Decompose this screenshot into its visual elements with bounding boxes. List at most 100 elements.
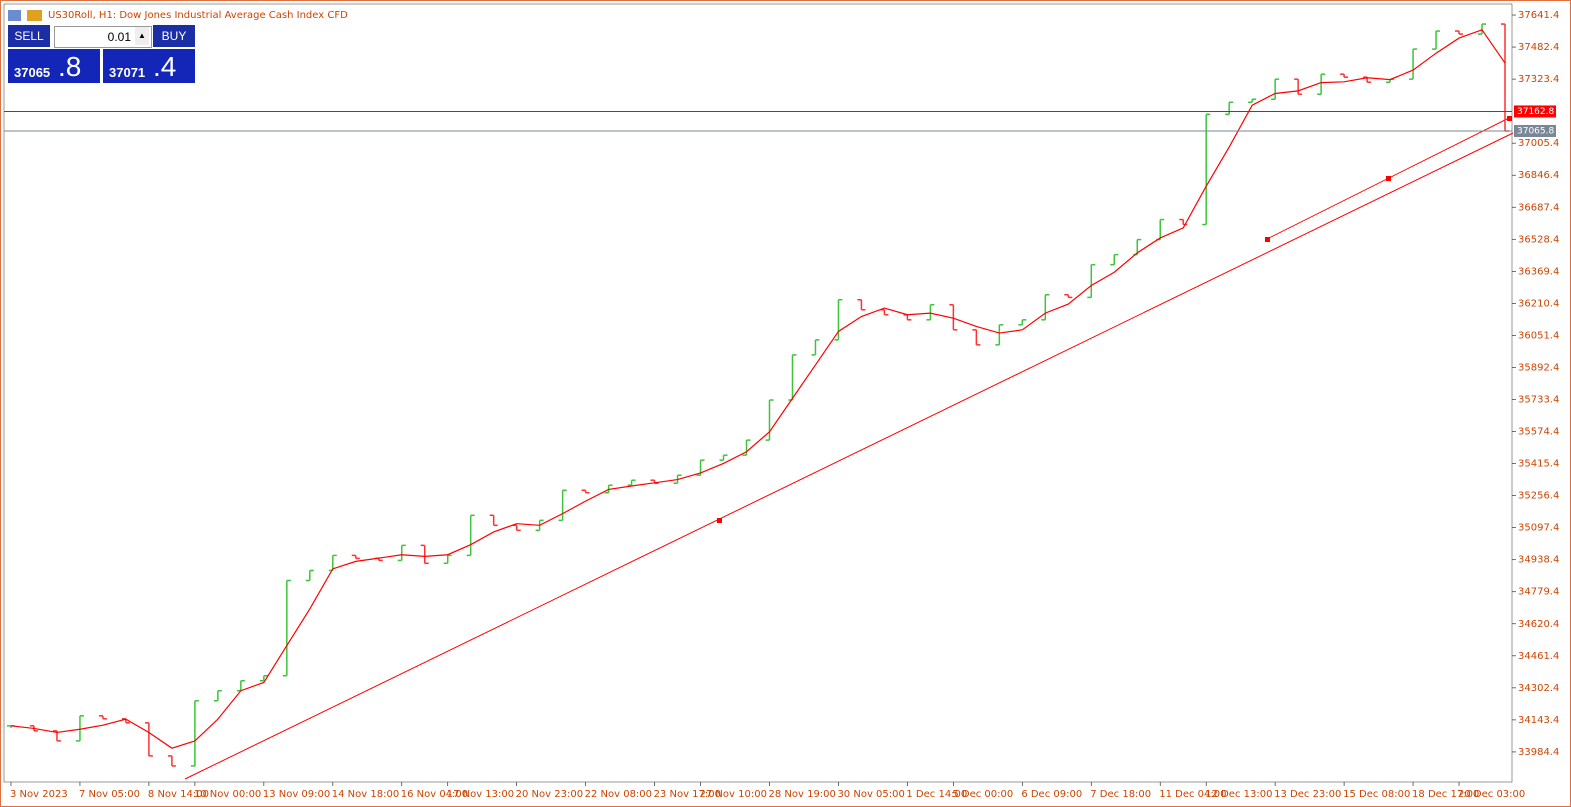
x-tick-label: 8 Nov 14:00 bbox=[148, 789, 209, 800]
volume-up[interactable]: ▲ bbox=[135, 27, 149, 45]
price-bar bbox=[558, 489, 567, 522]
y-tick-label: 34302.4 bbox=[1518, 683, 1559, 694]
price-bar bbox=[742, 439, 751, 456]
trendline bbox=[184, 132, 1514, 780]
x-tick-label: 14 Nov 18:00 bbox=[332, 789, 399, 800]
price-bar bbox=[213, 690, 222, 702]
ask-box[interactable]: 37071 .4 bbox=[103, 49, 195, 83]
price-bar bbox=[144, 722, 153, 757]
price-bar bbox=[167, 755, 176, 767]
y-tick-label: 35256.4 bbox=[1518, 491, 1559, 502]
x-tick-label: 18 Dec 17:00 bbox=[1412, 789, 1479, 800]
x-tick-label: 15 Dec 08:00 bbox=[1343, 789, 1410, 800]
trendline-handle bbox=[717, 518, 722, 523]
price-bar bbox=[443, 554, 452, 565]
price-bar bbox=[719, 454, 728, 461]
y-tick-label: 37323.4 bbox=[1518, 74, 1559, 85]
price-bar bbox=[1409, 48, 1418, 80]
x-tick-label: 13 Dec 23:00 bbox=[1274, 789, 1341, 800]
ask-main: 37071 bbox=[109, 65, 146, 80]
price-bar bbox=[75, 715, 84, 742]
price-bar bbox=[995, 324, 1004, 346]
ask-fraction: .4 bbox=[153, 51, 177, 82]
price-bar bbox=[98, 715, 107, 720]
price-bar bbox=[397, 544, 406, 562]
y-tick-label: 34938.4 bbox=[1518, 555, 1559, 566]
price-bar bbox=[811, 339, 820, 356]
x-tick-label: 30 Nov 05:00 bbox=[837, 789, 904, 800]
price-bar bbox=[489, 514, 498, 527]
y-tick-label: 35892.4 bbox=[1518, 362, 1559, 373]
bid-box[interactable]: 37065 .8 bbox=[8, 49, 100, 83]
price-bar bbox=[765, 399, 774, 441]
x-tick-label: 27 Nov 10:00 bbox=[700, 789, 767, 800]
price-bar bbox=[903, 314, 912, 321]
x-tick-label: 5 Dec 00:00 bbox=[952, 789, 1013, 800]
price-bar bbox=[1110, 253, 1119, 266]
y-tick-label: 37005.4 bbox=[1518, 138, 1559, 149]
y-tick-label: 36210.4 bbox=[1518, 298, 1559, 309]
price-bar bbox=[1064, 293, 1073, 299]
price-bar bbox=[1202, 113, 1211, 226]
price-bar bbox=[1340, 73, 1349, 78]
price-bar bbox=[1501, 23, 1509, 132]
price-bar bbox=[190, 700, 199, 767]
price-bar bbox=[1432, 30, 1441, 50]
bid-main: 37065 bbox=[14, 65, 51, 80]
x-tick-label: 10 Nov 00:00 bbox=[194, 789, 261, 800]
y-tick-label: 37641.4 bbox=[1518, 10, 1559, 21]
x-tick-label: 3 Nov 2023 bbox=[10, 789, 68, 800]
y-tick-label: 36369.4 bbox=[1518, 266, 1559, 277]
y-tick-label: 36687.4 bbox=[1518, 202, 1559, 213]
symbol-icon bbox=[27, 10, 42, 21]
buy-button[interactable]: BUY bbox=[153, 25, 195, 47]
price-bar bbox=[1087, 263, 1096, 299]
price-bar bbox=[972, 329, 981, 346]
menu-icon bbox=[8, 10, 21, 21]
price-bar bbox=[466, 514, 475, 557]
price-bar bbox=[305, 569, 314, 582]
price-bar bbox=[1455, 30, 1464, 35]
price-bar bbox=[1018, 319, 1027, 326]
trendline-handle bbox=[1507, 116, 1512, 121]
plot-border bbox=[3, 3, 1513, 783]
x-tick-label: 12 Dec 13:00 bbox=[1205, 789, 1272, 800]
chart-title: US30Roll, H1: Dow Jones Industrial Avera… bbox=[48, 10, 348, 21]
volume: 0.01 bbox=[107, 30, 131, 44]
price-bar bbox=[627, 479, 636, 486]
x-tick-label: 20 Nov 23:00 bbox=[516, 789, 583, 800]
y-tick-label: 35097.4 bbox=[1518, 523, 1559, 534]
price-bar bbox=[949, 304, 958, 331]
volume-input[interactable]: 0.01 bbox=[54, 26, 152, 48]
price-bar bbox=[1041, 293, 1050, 321]
price-bar bbox=[834, 298, 843, 341]
bid-fraction: .8 bbox=[58, 51, 82, 82]
price-bar bbox=[282, 579, 291, 677]
x-tick-label: 17 Nov 13:00 bbox=[447, 789, 514, 800]
x-tick-label: 13 Nov 09:00 bbox=[263, 789, 330, 800]
price-bar bbox=[857, 298, 866, 311]
moving-average bbox=[10, 29, 1506, 749]
price-bar bbox=[581, 489, 590, 494]
trade-panel: SELL ▼ 0.01 ▲ BUY 37065 .8 37071 .4 bbox=[8, 25, 195, 83]
y-tick-label: 35733.4 bbox=[1518, 394, 1559, 405]
price-bar bbox=[351, 554, 360, 560]
x-tick-label: 7 Nov 05:00 bbox=[79, 789, 140, 800]
y-tick-label: 35415.4 bbox=[1518, 459, 1559, 470]
sell-button[interactable]: SELL bbox=[8, 25, 50, 47]
price-bar bbox=[1271, 78, 1280, 100]
price-bar bbox=[420, 544, 429, 565]
price-bar bbox=[259, 674, 268, 682]
y-tick-label: 36846.4 bbox=[1518, 170, 1559, 181]
price-bar bbox=[1225, 101, 1234, 116]
price-bar bbox=[1317, 73, 1326, 95]
y-tick-label: 35574.4 bbox=[1518, 427, 1559, 438]
y-tick-label: 36528.4 bbox=[1518, 234, 1559, 245]
price-level-tag bbox=[1514, 125, 1556, 138]
x-tick-label: 16 Nov 04:00 bbox=[401, 789, 468, 800]
trendline-handle bbox=[1265, 237, 1270, 242]
y-tick-label: 37482.4 bbox=[1518, 42, 1559, 53]
trendline-handle bbox=[1386, 176, 1391, 181]
